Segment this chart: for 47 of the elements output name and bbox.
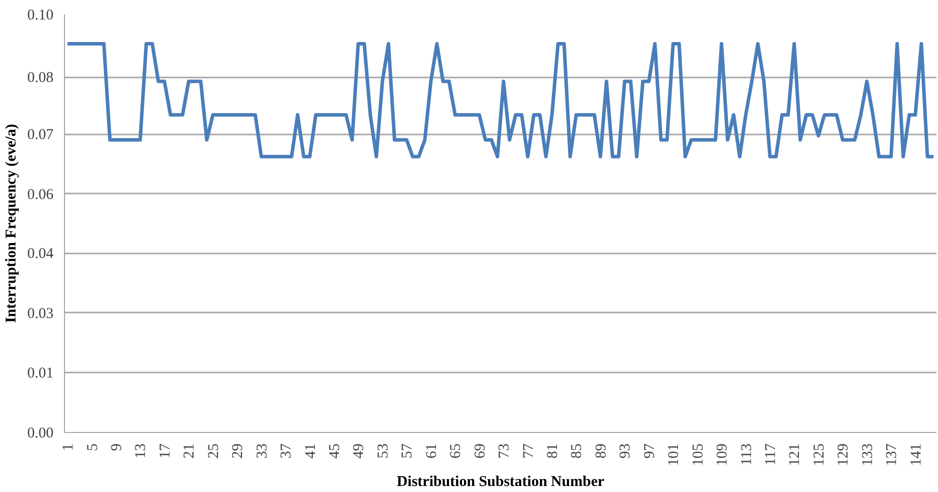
y-tick-label: 0.08 (27, 70, 54, 86)
x-tick-label: 81 (544, 444, 561, 458)
x-tick-label: 105 (690, 444, 706, 466)
x-tick-label: 53 (375, 444, 392, 458)
x-tick-label: 73 (496, 444, 513, 458)
x-tick-label: 13 (133, 444, 150, 458)
x-tick-label: 97 (642, 443, 658, 458)
x-tick-label: 49 (351, 444, 368, 458)
y-tick-label: 0.01 (27, 366, 54, 382)
x-tick-label: 77 (520, 443, 537, 458)
x-tick-label: 69 (472, 444, 488, 458)
x-tick-label: 89 (593, 444, 610, 458)
x-tick-label: 125 (811, 444, 828, 466)
x-tick-label: 141 (908, 444, 924, 466)
x-tick-label: 117 (762, 443, 779, 466)
x-tick-label: 101 (666, 444, 682, 466)
x-tick-label: 93 (618, 444, 634, 458)
x-tick-label: 1 (60, 444, 77, 451)
x-tick-label: 17 (157, 443, 174, 458)
x-tick-label: 41 (302, 444, 319, 458)
y-tick-label: 0.00 (27, 426, 54, 442)
y-tick-label: 0.07 (27, 127, 54, 144)
x-tick-label: 129 (836, 444, 852, 466)
y-tick-label: 0.06 (27, 186, 54, 203)
x-tick-label: 121 (787, 444, 804, 466)
y-tick-label: 0.03 (27, 306, 54, 322)
y-axis-title: Interruption Frequency (eve/a) (3, 124, 20, 323)
x-tick-label: 65 (448, 444, 464, 458)
x-tick-label: 137 (884, 443, 900, 466)
x-tick-label: 57 (400, 443, 416, 458)
y-tick-label: 0.10 (27, 8, 54, 24)
x-axis-title: Distribution Substation Number (396, 474, 605, 490)
x-tick-label: 25 (206, 444, 222, 458)
x-tick-label: 61 (424, 444, 440, 458)
x-tick-label: 133 (860, 444, 876, 466)
x-tick-label: 85 (569, 444, 586, 458)
x-tick-label: 45 (326, 444, 343, 458)
x-tick-label: 9 (108, 444, 125, 451)
x-tick-label: 113 (738, 443, 755, 466)
x-tick-label: 5 (84, 444, 101, 451)
x-tick-label: 37 (278, 443, 295, 458)
y-tick-label: 0.04 (27, 246, 54, 262)
x-tick-label: 33 (254, 444, 270, 458)
x-tick-label: 21 (182, 444, 198, 458)
x-tick-label: 29 (230, 444, 246, 458)
line-series (66, 42, 936, 158)
x-tick-label: 109 (714, 444, 731, 466)
